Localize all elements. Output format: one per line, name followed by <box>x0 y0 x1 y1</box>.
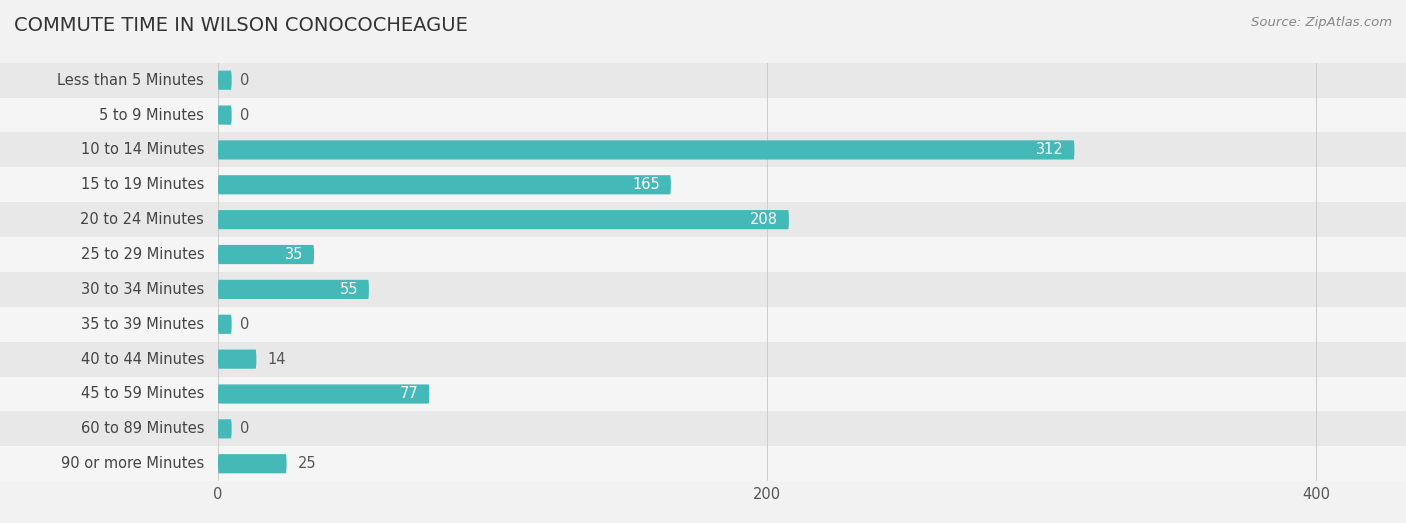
Text: Less than 5 Minutes: Less than 5 Minutes <box>58 73 204 88</box>
FancyBboxPatch shape <box>218 71 232 90</box>
Text: 312: 312 <box>1036 142 1063 157</box>
Text: 55: 55 <box>339 282 359 297</box>
FancyBboxPatch shape <box>218 384 429 404</box>
FancyBboxPatch shape <box>0 63 1406 98</box>
FancyBboxPatch shape <box>0 446 1406 481</box>
Text: 40 to 44 Minutes: 40 to 44 Minutes <box>80 351 204 367</box>
FancyBboxPatch shape <box>218 349 256 369</box>
FancyBboxPatch shape <box>218 280 368 299</box>
Text: 77: 77 <box>399 386 419 402</box>
Text: 14: 14 <box>267 351 285 367</box>
Text: 0: 0 <box>240 422 249 436</box>
Text: 0: 0 <box>240 108 249 122</box>
FancyBboxPatch shape <box>0 237 1406 272</box>
Text: 0: 0 <box>240 317 249 332</box>
FancyBboxPatch shape <box>218 210 789 229</box>
Text: 0: 0 <box>240 73 249 88</box>
FancyBboxPatch shape <box>0 132 1406 167</box>
Text: 208: 208 <box>749 212 778 227</box>
Text: 35 to 39 Minutes: 35 to 39 Minutes <box>82 317 204 332</box>
Text: 165: 165 <box>633 177 659 192</box>
Text: 25 to 29 Minutes: 25 to 29 Minutes <box>80 247 204 262</box>
Text: 20 to 24 Minutes: 20 to 24 Minutes <box>80 212 204 227</box>
FancyBboxPatch shape <box>0 98 1406 132</box>
Text: 10 to 14 Minutes: 10 to 14 Minutes <box>80 142 204 157</box>
FancyBboxPatch shape <box>218 140 1074 160</box>
FancyBboxPatch shape <box>218 175 671 195</box>
FancyBboxPatch shape <box>0 167 1406 202</box>
FancyBboxPatch shape <box>0 412 1406 446</box>
FancyBboxPatch shape <box>0 307 1406 342</box>
FancyBboxPatch shape <box>218 419 232 438</box>
FancyBboxPatch shape <box>218 106 232 124</box>
Text: 15 to 19 Minutes: 15 to 19 Minutes <box>80 177 204 192</box>
FancyBboxPatch shape <box>0 272 1406 307</box>
Text: 35: 35 <box>284 247 304 262</box>
Text: Source: ZipAtlas.com: Source: ZipAtlas.com <box>1251 16 1392 29</box>
FancyBboxPatch shape <box>0 377 1406 412</box>
Text: 60 to 89 Minutes: 60 to 89 Minutes <box>80 422 204 436</box>
Text: 25: 25 <box>298 456 316 471</box>
Text: 45 to 59 Minutes: 45 to 59 Minutes <box>80 386 204 402</box>
FancyBboxPatch shape <box>0 202 1406 237</box>
Text: 30 to 34 Minutes: 30 to 34 Minutes <box>82 282 204 297</box>
Text: 90 or more Minutes: 90 or more Minutes <box>60 456 204 471</box>
Text: COMMUTE TIME IN WILSON CONOCOCHEAGUE: COMMUTE TIME IN WILSON CONOCOCHEAGUE <box>14 16 468 35</box>
FancyBboxPatch shape <box>0 342 1406 377</box>
FancyBboxPatch shape <box>218 245 314 264</box>
Text: 5 to 9 Minutes: 5 to 9 Minutes <box>100 108 204 122</box>
FancyBboxPatch shape <box>218 454 287 473</box>
FancyBboxPatch shape <box>218 315 232 334</box>
